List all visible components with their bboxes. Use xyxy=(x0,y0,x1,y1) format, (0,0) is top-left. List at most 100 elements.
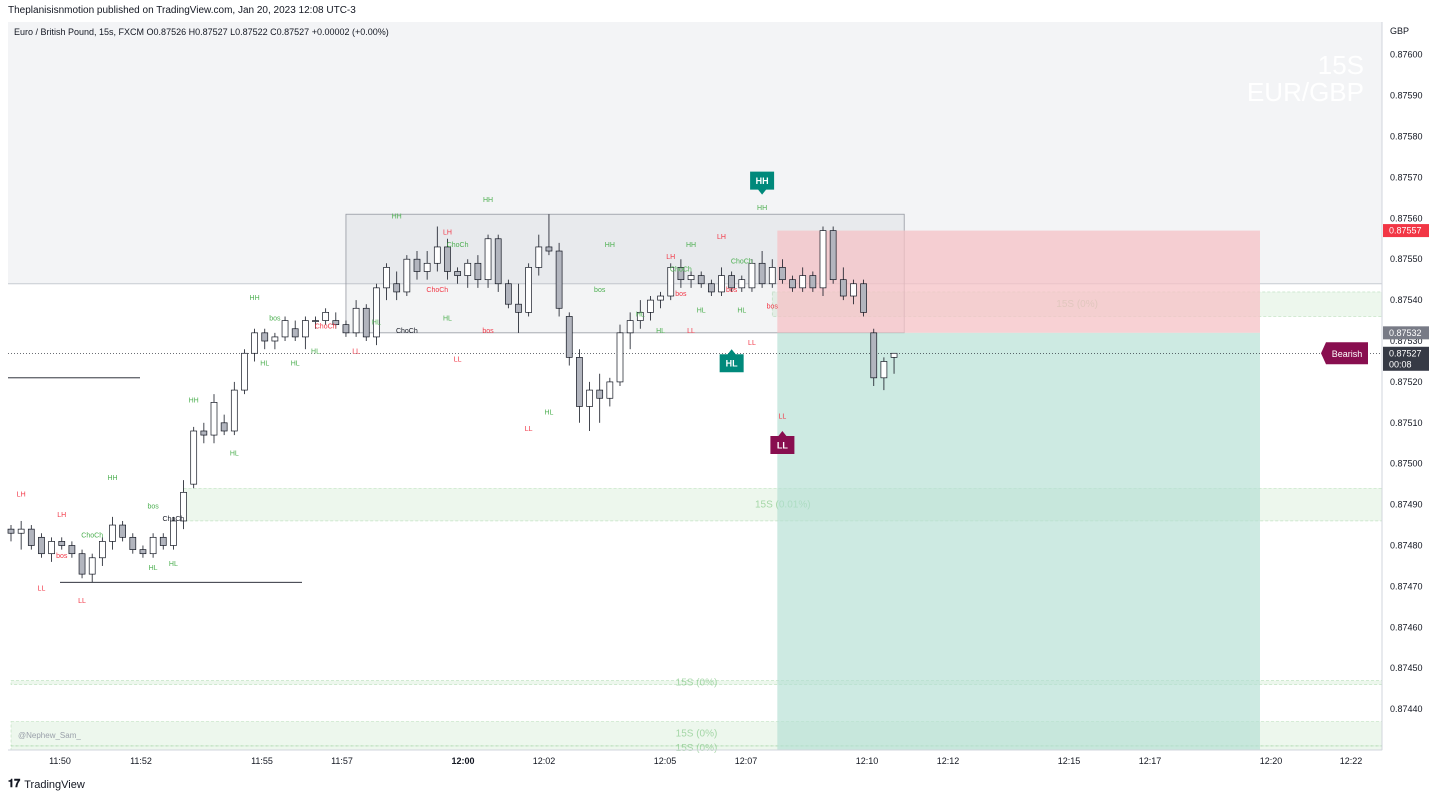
candle xyxy=(48,537,55,562)
candle-body xyxy=(890,352,898,358)
candle-body xyxy=(98,541,106,559)
candle xyxy=(27,525,35,550)
structure-label: HH xyxy=(757,205,767,212)
candle-body xyxy=(525,267,533,313)
structure-badge xyxy=(750,171,775,195)
structure-label: HH xyxy=(107,475,117,482)
structure-label: ChoCh xyxy=(426,287,448,294)
candle xyxy=(403,255,411,297)
candle xyxy=(687,271,695,288)
structure-label: HL xyxy=(544,410,553,417)
structure-badge xyxy=(770,430,795,454)
price-tick-label: 0.87440 xyxy=(1390,704,1423,714)
candle-body xyxy=(515,303,522,313)
structure-label: bos xyxy=(594,287,606,294)
candle xyxy=(362,304,370,342)
structure-label: LL xyxy=(525,426,533,433)
price-tick-label: 0.87510 xyxy=(1390,418,1423,428)
candle xyxy=(586,381,593,431)
candle xyxy=(626,312,634,350)
candle-body xyxy=(596,389,604,399)
candle-body xyxy=(494,238,502,285)
candle xyxy=(555,242,563,317)
structure-label: LL xyxy=(687,328,695,335)
candle xyxy=(860,279,867,317)
candle xyxy=(839,267,847,301)
candle xyxy=(636,300,644,329)
candle xyxy=(819,226,827,297)
candle-body xyxy=(352,307,360,334)
structure-label: HH xyxy=(686,242,696,249)
time-tick-label: 11:55 xyxy=(251,756,273,766)
candle xyxy=(241,349,248,395)
candle xyxy=(180,480,187,530)
time-tick-label: 12:20 xyxy=(1260,756,1283,766)
structure-label: LH xyxy=(717,234,726,241)
candle xyxy=(98,537,106,566)
candle xyxy=(423,251,431,280)
candle-body xyxy=(718,275,725,293)
candle-body xyxy=(220,422,228,432)
candle-body xyxy=(241,352,248,391)
price-marker-label: 0.87557 xyxy=(1389,226,1422,236)
candle-body xyxy=(657,295,664,301)
price-tick-label: 0.87520 xyxy=(1390,377,1423,387)
candle xyxy=(464,259,472,288)
candle xyxy=(890,352,898,374)
candle xyxy=(616,324,624,386)
candle xyxy=(129,533,137,554)
bearish-badge xyxy=(1321,342,1368,365)
candle xyxy=(200,422,208,444)
candle-body xyxy=(606,381,614,399)
price-tick-label: 0.87500 xyxy=(1390,459,1423,469)
candle-body xyxy=(403,258,411,293)
countdown-label: 00:08 xyxy=(1389,359,1412,369)
time-tick-label: 12:07 xyxy=(735,756,758,766)
price-marker-label: 0.87527 xyxy=(1389,348,1422,358)
price-tick-label: 0.87540 xyxy=(1390,295,1423,305)
candle-body xyxy=(687,275,695,281)
candle-body xyxy=(555,250,563,309)
candle-body xyxy=(58,541,66,546)
structure-label: LL xyxy=(748,340,756,347)
footer: 𝟏𝟕 TradingView xyxy=(8,778,85,791)
tradingview-logo-icon[interactable]: 𝟏𝟕 xyxy=(8,778,21,790)
candle-body xyxy=(779,267,786,281)
price-tick-label: 0.87450 xyxy=(1390,663,1423,673)
publish-info: Theplanisisnmotion published on TradingV… xyxy=(8,5,356,16)
structure-label: bos xyxy=(147,504,159,511)
candle-body xyxy=(88,557,96,575)
watermark-symbol: EUR/GBP xyxy=(1246,77,1364,107)
candle xyxy=(505,279,512,309)
candle xyxy=(413,251,421,280)
structure-label: LH xyxy=(666,254,675,261)
symbol-ohlc-legend: Euro / British Pound, 15s, FXCM O0.87526… xyxy=(14,27,389,37)
candle-body xyxy=(809,275,817,289)
structure-label: HL xyxy=(260,361,269,368)
price-axis xyxy=(1382,22,1440,750)
price-tick-label: 0.87460 xyxy=(1390,622,1423,632)
candle xyxy=(789,275,796,292)
structure-label: bos xyxy=(269,316,281,323)
candle-body xyxy=(332,320,340,326)
candle xyxy=(768,259,776,288)
indicator-credit: @Nephew_Sam_ xyxy=(18,731,81,740)
structure-label: LH xyxy=(17,491,26,498)
structure-label: ChoCh xyxy=(396,328,418,335)
liquidity-zone xyxy=(10,680,1383,685)
tradingview-brand[interactable]: TradingView xyxy=(24,778,85,791)
candle-body xyxy=(342,324,350,334)
candle-body xyxy=(626,320,634,334)
structure-label: HL xyxy=(311,348,320,355)
candle-body xyxy=(616,332,624,383)
zone-label: 15S (0%) xyxy=(676,678,718,689)
candle xyxy=(728,271,736,292)
candle-body xyxy=(505,283,512,305)
candle-body xyxy=(636,312,644,321)
candle xyxy=(261,328,269,350)
structure-label: HH xyxy=(605,242,615,249)
candle-body xyxy=(860,283,867,313)
zone-layer: 15S (0%)15S (0.01%)15S (0%)15S (0%)15S (… xyxy=(8,213,1383,754)
candle xyxy=(454,267,461,284)
